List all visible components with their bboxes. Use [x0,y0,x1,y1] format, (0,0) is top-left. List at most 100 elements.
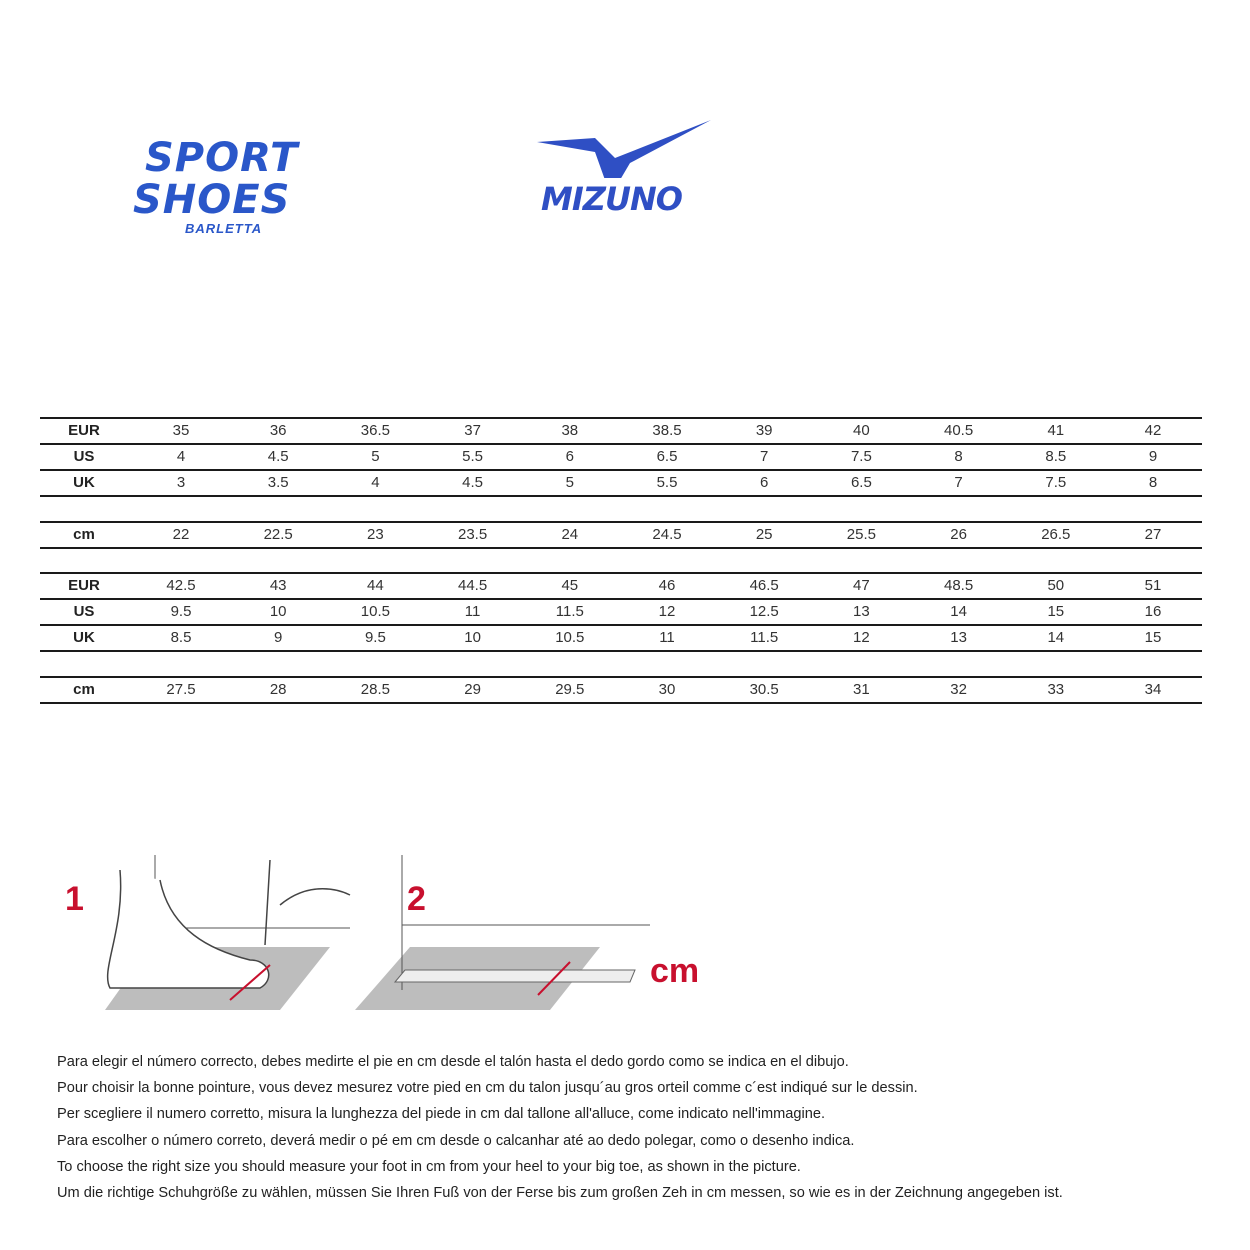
size-cell: 13 [950,629,967,646]
size-cell: 26 [950,526,967,543]
size-cell: 28 [269,681,287,698]
table-rule [40,598,1202,600]
size-cell: 50 [1047,577,1065,594]
size-cell: 3.5 [267,474,289,491]
size-cell: 8.5 [170,629,192,646]
size-cell: 40.5 [943,422,974,439]
size-cell: 4 [371,474,380,491]
instruction-de: Um die richtige Schuhgröße zu wählen, mü… [57,1184,1063,1201]
size-cell: 11.5 [555,603,584,620]
table-rule [40,521,1202,523]
size-cell: 10.5 [360,603,390,620]
row-label: UK [73,629,95,646]
size-cell: 7 [760,448,769,465]
size-cell: 11.5 [750,629,779,646]
unit-label: cm [650,952,699,990]
size-cell: 36 [269,422,287,439]
size-cell: 14 [1047,629,1065,646]
table-row: EUR 42.5 43 44 44.5 45 46 46.5 47 48.5 50 51 [40,574,1202,598]
row-label: cm [73,526,95,543]
ruler-drawing [355,855,650,1010]
mizuno-logo: MIZUNO [535,118,715,218]
instruction-fr: Pour choisir la bonne pointure, vous dev… [57,1080,918,1097]
size-cell: 30 [658,681,676,698]
row-label: EUR [68,422,100,439]
size-cell: 27 [1144,526,1162,543]
sport-shoes-logo: SPORT SHOES BARLETTA [130,135,340,245]
logo-line2: SHOES [133,177,291,223]
size-cell: 8 [954,448,963,465]
row-label: US [73,603,95,620]
size-cell: 5 [371,448,380,465]
instruction-en: To choose the right size you should meas… [57,1158,801,1175]
size-cell: 23 [367,526,384,543]
logo-line1: SPORT [145,135,299,181]
instruction-pt: Para escolher o número correto, deverá m… [57,1132,855,1149]
size-cell: 24 [561,526,579,543]
table-rule [40,417,1202,419]
row-label: US [73,448,95,465]
table-row: UK 3 3.5 4 4.5 5 5.5 6 6.5 7 7.5 8 [40,471,1202,495]
mizuno-runbird-icon [537,120,711,180]
size-cell: 46.5 [749,577,779,594]
size-cell: 9.5 [170,603,192,620]
size-cell: 11 [659,629,675,646]
size-cell: 37 [464,422,481,439]
table-rule [40,624,1202,626]
size-cell: 16 [1144,603,1162,620]
table-row-cm: cm 22 22.5 23 23.5 24 24.5 25 25.5 26 26.5 27 [40,523,1202,547]
size-cell: 7 [954,474,963,491]
size-cell: 14 [950,603,967,620]
size-cell: 25.5 [846,526,876,543]
step-2-label: 2 [407,880,426,918]
size-cell: 13 [853,603,870,620]
table-row: UK 8.5 9 9.5 10 10.5 11 11.5 12 13 14 15 [40,626,1202,650]
size-cell: 48.5 [943,577,974,594]
size-cell: 45 [561,577,579,594]
size-cell: 43 [269,577,287,594]
row-label: cm [73,681,95,698]
size-cell: 22 [172,526,190,543]
size-cell: 7.5 [1045,474,1067,491]
size-cell: 44.5 [457,577,488,594]
table-row: US 4 4.5 5 5.5 6 6.5 7 7.5 8 8.5 9 [40,445,1202,469]
size-cell: 4 [176,448,186,465]
logo-sub: BARLETTA [185,221,263,236]
size-cell: 30.5 [749,681,779,698]
size-cell: 31 [853,681,870,698]
size-cell: 10 [269,603,287,620]
size-cell: 27.5 [166,681,196,698]
size-cell: 51 [1144,577,1162,594]
size-cell: 10 [464,629,481,646]
table-rule [40,650,1202,652]
size-cell: 6 [565,448,574,465]
size-cell: 46 [658,577,676,594]
brand-name: MIZUNO [541,180,683,218]
size-cell: 6.5 [656,448,678,465]
size-cell: 28.5 [360,681,390,698]
size-cell: 42.5 [166,577,196,594]
size-cell: 29 [464,681,481,698]
size-cell: 12 [853,629,870,646]
table-row: US 9.5 10 10.5 11 11.5 12 12.5 13 14 15 16 [40,600,1202,624]
measure-illustration: 1 2 cm [50,850,750,1030]
size-cell: 40 [853,422,870,439]
size-cell: 5.5 [462,448,484,465]
size-cell: 42 [1144,422,1162,439]
table-rule [40,495,1202,497]
size-cell: 9.5 [364,629,386,646]
size-cell: 8 [1148,474,1158,491]
size-cell: 38 [561,422,579,439]
table-rule [40,547,1202,549]
size-cell: 7.5 [850,448,872,465]
size-cell: 41 [1047,422,1065,439]
size-cell: 8.5 [1045,448,1067,465]
size-cell: 24.5 [652,526,682,543]
size-cell: 23.5 [457,526,488,543]
instruction-es: Para elegir el número correcto, debes me… [57,1054,849,1070]
foot-drawing [105,855,351,1010]
size-cell: 26.5 [1041,526,1071,543]
size-cell: 5.5 [656,474,678,491]
size-cell: 6.5 [850,474,872,491]
size-cell: 22.5 [263,526,293,543]
